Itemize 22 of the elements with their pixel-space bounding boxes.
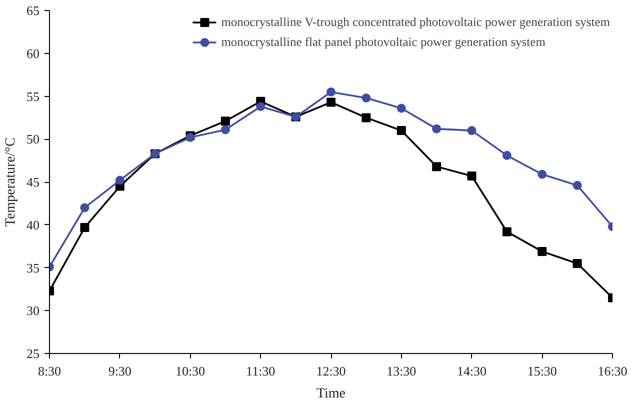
x-tick-label: 16:30	[598, 364, 628, 378]
y-tick-label: 25	[26, 346, 40, 361]
y-tick-label: 55	[26, 88, 40, 104]
x-tick-label: 13:30	[386, 364, 416, 378]
y-tick-label: 35	[26, 260, 40, 276]
y-tick-label: 40	[26, 217, 40, 232]
x-tick-label: 8:30	[38, 364, 62, 378]
x-tick-label: 9:30	[108, 364, 132, 378]
x-tick-label: 10:30	[175, 364, 206, 378]
x-tick-label: 15:30	[527, 364, 557, 378]
y-tick-label: 60	[26, 46, 40, 61]
x-tick-label: 14:30	[456, 364, 487, 378]
legend-label: monocrystalline flat panel photovoltaic power generation system	[221, 34, 546, 50]
x-tick-label: 12:30	[316, 364, 346, 378]
y-axis-title: Temperature/°C	[4, 137, 18, 227]
legend-label: monocrystalline V-trough concentrated photovoltaic power generation system	[221, 14, 610, 30]
y-tick-label: 65	[26, 3, 40, 18]
y-tick-label: 50	[26, 132, 40, 147]
y-tick-label: 30	[26, 303, 40, 318]
x-tick-label: 11:30	[246, 364, 276, 378]
y-tick-label: 45	[26, 174, 40, 190]
x-axis-title: Time	[316, 386, 346, 402]
